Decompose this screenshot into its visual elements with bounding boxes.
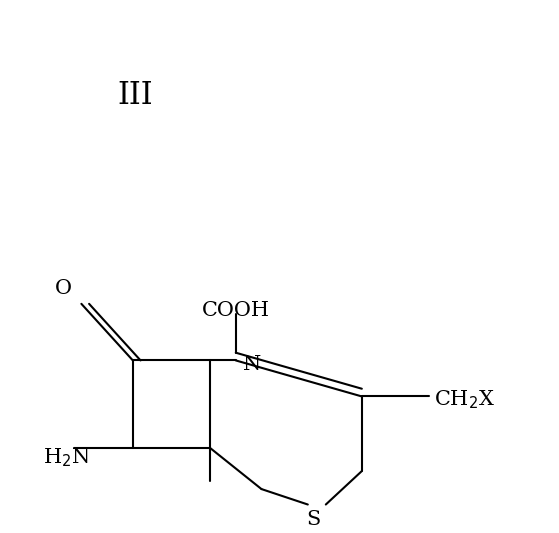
- Text: N: N: [244, 355, 262, 374]
- Text: CH$_2$X: CH$_2$X: [434, 389, 495, 411]
- Text: S: S: [306, 510, 320, 529]
- Text: H$_2$N: H$_2$N: [43, 447, 91, 470]
- Text: III: III: [117, 80, 153, 111]
- Text: COOH: COOH: [202, 301, 270, 320]
- Text: O: O: [55, 279, 72, 298]
